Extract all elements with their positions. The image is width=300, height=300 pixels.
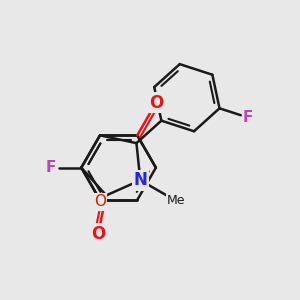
- Text: Me: Me: [167, 194, 185, 208]
- Text: O: O: [149, 94, 163, 112]
- Text: O: O: [91, 225, 105, 243]
- Text: N: N: [134, 171, 147, 189]
- Text: F: F: [46, 160, 56, 175]
- Text: O: O: [94, 194, 106, 209]
- Text: F: F: [243, 110, 254, 125]
